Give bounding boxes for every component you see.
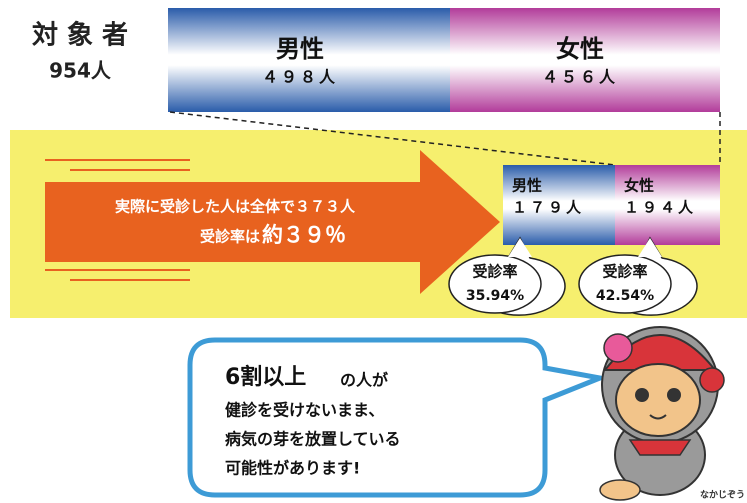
- male-rate-label: 受診率: [472, 263, 517, 281]
- target-label: 対 象 者: [32, 20, 128, 51]
- rate-bubble-tail-fill: [638, 238, 662, 257]
- arrow-line2-prefix: 受診率は: [200, 228, 260, 246]
- message-line4: 可能性があります!: [225, 459, 360, 478]
- speed-lines: [45, 159, 190, 281]
- examined-female-count: １９４人: [624, 199, 696, 217]
- mascot: [599, 326, 725, 501]
- male-count: ４９８人: [262, 68, 338, 87]
- dashed-line: [169, 111, 616, 166]
- female-bar: [450, 8, 720, 112]
- male-rate: 35.94%: [466, 288, 524, 304]
- mascot-name: なかじぞう: [700, 490, 745, 501]
- rate-bubble-female-body: [578, 254, 672, 314]
- examined-male-count: １７９人: [512, 199, 584, 217]
- rate-bubble-tail-fill: [508, 238, 532, 257]
- message-highlight: 6割以上: [225, 364, 306, 390]
- arrow-line1: 実際に受診した人は全体で３７３人: [115, 198, 356, 216]
- message-line1-rest: の人が: [340, 371, 388, 390]
- female-label: 女性: [556, 35, 604, 63]
- female-rate: 42.54%: [596, 288, 654, 304]
- message-line2: 健診を受けないまま、: [225, 401, 384, 420]
- arrow: [45, 150, 500, 294]
- rate-bubble-male-body: [448, 254, 542, 314]
- examined-female-bar: [615, 165, 720, 245]
- examined-female-label: 女性: [624, 177, 654, 195]
- female-count: ４５６人: [542, 68, 618, 87]
- examined-male-label: 男性: [512, 177, 542, 195]
- male-label: 男性: [276, 35, 324, 63]
- female-rate-label: 受診率: [602, 263, 647, 281]
- arrow-line2-value: 約３９％: [262, 223, 346, 247]
- target-count: 954人: [49, 59, 112, 83]
- message-line3: 病気の芽を放置している: [225, 430, 401, 449]
- examined-male-bar: [503, 165, 615, 245]
- male-bar: [168, 8, 450, 112]
- message-bubble: [187, 337, 609, 498]
